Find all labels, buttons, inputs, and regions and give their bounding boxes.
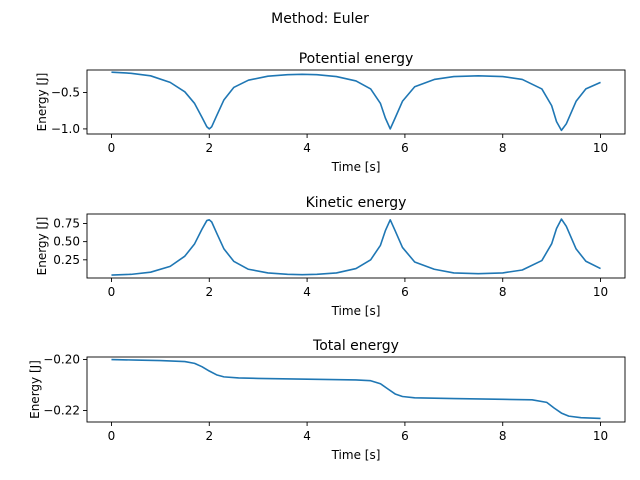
panel-title: Potential energy: [299, 51, 414, 67]
x-tick-label: 6: [401, 429, 409, 443]
y-tick-label: 0.75: [53, 216, 80, 230]
x-tick-label: 2: [205, 285, 213, 299]
x-tick-label: 8: [499, 429, 507, 443]
panel-3: Total energy 0 2 4 6 8 10 −0.20 −0.22 Time [s] Ene…: [28, 338, 626, 462]
axes-frame: [86, 356, 626, 423]
x-tick-label: 2: [205, 141, 213, 155]
x-tick-label: 4: [303, 429, 311, 443]
panel-1: Potential energy 0 2 4 6 8 10 −0.5 −1.0 Time [s] E…: [35, 51, 626, 174]
x-tick-label: 8: [499, 141, 507, 155]
panel-title: Total energy: [312, 338, 399, 354]
x-tick-label: 0: [108, 141, 116, 155]
y-tick-label: −0.20: [43, 353, 80, 367]
y-tick-label: −1.0: [51, 122, 80, 136]
x-axis-label: Time [s]: [331, 448, 381, 462]
y-tick-label: −0.22: [43, 404, 80, 418]
x-tick-label: 10: [593, 141, 608, 155]
x-tick-label: 0: [108, 285, 116, 299]
x-tick-label: 10: [593, 285, 608, 299]
series-line: [111, 358, 601, 420]
axes-frame: [86, 69, 626, 135]
axes-frame: [86, 213, 626, 279]
y-tick-label: 0.50: [53, 235, 80, 249]
x-axis-label: Time [s]: [331, 304, 381, 318]
panel-2: Kinetic energy 0 2 4 6 8 10 0.25 0.50 0.75 Time [s…: [35, 195, 626, 318]
x-tick-label: 8: [499, 285, 507, 299]
x-tick-label: 2: [205, 429, 213, 443]
x-axis-label: Time [s]: [331, 160, 381, 174]
x-tick-label: 6: [401, 141, 409, 155]
y-tick-label: −0.5: [51, 86, 80, 100]
figure-suptitle: Method: Euler: [271, 11, 369, 27]
series-line: [111, 71, 601, 132]
y-axis-label: Energy [J]: [35, 217, 49, 276]
x-tick-label: 4: [303, 285, 311, 299]
x-tick-label: 4: [303, 141, 311, 155]
series-line: [111, 218, 601, 276]
y-axis-label: Energy [J]: [28, 360, 42, 419]
x-tick-label: 6: [401, 285, 409, 299]
x-tick-label: 10: [593, 429, 608, 443]
y-tick-label: 0.25: [53, 253, 80, 267]
panel-title: Kinetic energy: [306, 195, 407, 211]
x-tick-label: 0: [108, 429, 116, 443]
y-axis-label: Energy [J]: [35, 73, 49, 132]
